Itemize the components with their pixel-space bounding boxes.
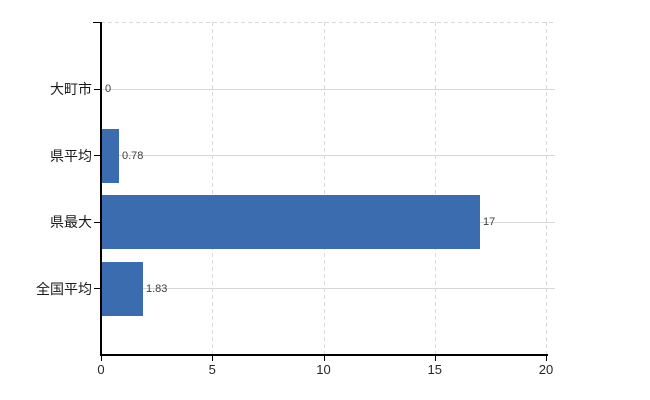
x-tick-label: 20 [538,362,554,377]
plot-top-border [101,22,555,23]
category-label: 県平均 [50,147,92,164]
bar [102,261,143,316]
value-label: 0 [105,83,112,95]
gridline-vertical [212,22,214,355]
bar [102,195,480,249]
category-label: 県最大 [50,214,92,230]
x-tick-label: 0 [97,362,105,377]
x-axis-tick [434,356,436,361]
bar [102,128,119,183]
gridline-vertical [434,22,436,355]
gridline-vertical [323,22,325,355]
x-axis-tick [546,356,547,361]
x-tick-label: 10 [316,362,331,377]
x-axis-tick [323,356,325,361]
gridline-horizontal [101,88,555,90]
gridline-horizontal [101,288,555,289]
x-axis-tick [101,356,102,361]
y-axis-end-tick [93,22,101,23]
value-label: 0.78 [122,149,144,162]
gridline-horizontal [101,155,555,156]
x-axis-tick [212,356,214,361]
y-axis [100,22,102,356]
value-label: 1.83 [146,282,168,295]
x-tick-label: 15 [427,362,442,377]
y-axis-tick [94,288,101,289]
y-axis-tick [94,88,101,90]
x-tick-label: 5 [208,362,216,377]
gridline-vertical [546,22,547,355]
category-label: 全国平均 [36,280,92,297]
x-axis [101,354,548,356]
value-label: 17 [483,216,496,228]
y-axis-tick [94,221,101,223]
category-label: 大町市 [50,81,92,97]
y-axis-tick [94,155,101,156]
